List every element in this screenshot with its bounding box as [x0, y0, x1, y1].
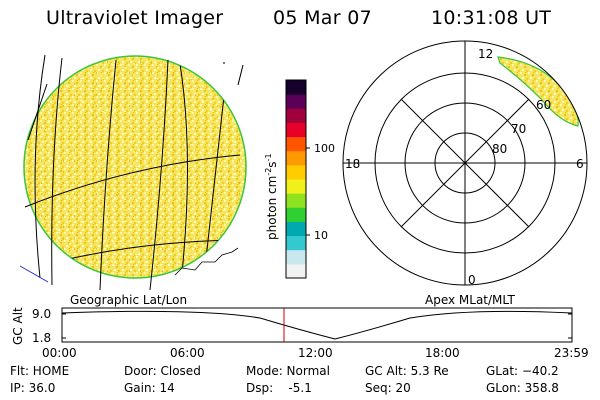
colorbar [286, 80, 306, 279]
altitude-ylabel: GC Alt [11, 307, 25, 345]
colorbar-segment [286, 150, 306, 166]
colorbar-segment [286, 164, 306, 180]
mlat-label-80: 80 [492, 142, 507, 156]
colorbar-segment [286, 249, 306, 265]
gc-alt-value: GC Alt: 5.3 Re [365, 364, 449, 378]
left-panel-caption: Geographic Lat/Lon [70, 293, 187, 307]
lat-lon-grid [24, 54, 246, 291]
colorbar-frame [285, 79, 307, 279]
time-tick-0600: 06:00 [170, 346, 205, 360]
glon-value: GLon: 358.8 [486, 381, 559, 395]
colorbar-segment [286, 235, 306, 251]
mlt-label-0: 0 [468, 273, 476, 287]
colorbar-segment [286, 122, 306, 138]
time-tick-0000: 00:00 [42, 346, 77, 360]
door-status: Door: Closed [124, 364, 201, 378]
time-tick-2359: 23:59 [554, 346, 589, 360]
time-tick-1800: 18:00 [425, 346, 460, 360]
earth-disk-image [23, 55, 247, 279]
date-label: 05 Mar 07 [273, 7, 372, 29]
mlat-label-70: 70 [511, 122, 526, 136]
colorbar-segment [286, 179, 306, 194]
colorbar-segment [286, 108, 306, 123]
flight-status: Flt: HOME [10, 364, 70, 378]
header-bar: Ultraviolet Imager 05 Mar 07 10:31:08 UT [0, 0, 600, 36]
colorbar-unit-label: photon cm-2s-1 [264, 153, 279, 240]
seq-value: Seq: 20 [365, 381, 411, 395]
colorbar-ticks [306, 147, 310, 236]
altitude-curve [61, 310, 573, 340]
mlt-label-18: 18 [345, 157, 360, 171]
alt-ytick-high: 9.0 [32, 307, 51, 321]
time-label: 10:31:08 UT [431, 7, 552, 29]
gain-value: Gain: 14 [124, 381, 175, 395]
colorbar-segment [286, 263, 306, 279]
coastline [19, 265, 49, 283]
colorbar-segment [286, 136, 306, 152]
alt-ytick-low: 1.8 [32, 331, 51, 345]
right-panel-caption: Apex MLat/MLT [425, 293, 515, 307]
status-info-panel: Flt: HOME IP: 36.0 Door: Closed Gain: 14… [0, 362, 600, 400]
mlat-label-60: 60 [536, 98, 551, 112]
altitude-plot-frame [61, 307, 573, 343]
dsp-value: Dsp: -5.1 [246, 381, 312, 395]
glat-value: GLat: −40.2 [486, 364, 559, 378]
instrument-title: Ultraviolet Imager [46, 7, 224, 29]
colorbar-tick-10: 10 [314, 229, 328, 242]
colorbar-segment [286, 207, 306, 222]
colorbar-segment [286, 221, 306, 237]
polar-grid [342, 40, 588, 286]
ip-value: IP: 36.0 [10, 381, 56, 395]
time-tick-1200: 12:00 [298, 346, 333, 360]
colorbar-segment [286, 94, 306, 109]
altitude-plot-ticks [62, 313, 572, 339]
auroral-oval [497, 56, 579, 127]
colorbar-segment [286, 193, 306, 208]
mlt-label-12: 12 [478, 47, 493, 61]
mlt-label-6: 6 [576, 157, 584, 171]
mode-status: Mode: Normal [246, 364, 330, 378]
landmass-outline [174, 247, 239, 276]
colorbar-tick-100: 100 [314, 142, 335, 155]
colorbar-segment [286, 80, 306, 95]
